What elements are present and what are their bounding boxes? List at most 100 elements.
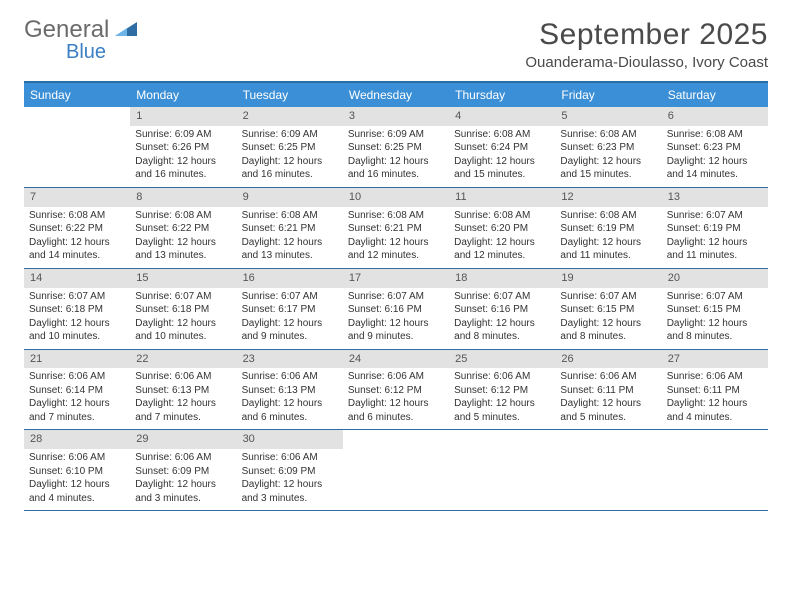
cell-body: Sunrise: 6:06 AMSunset: 6:11 PMDaylight:… — [662, 368, 768, 429]
calendar-cell: 9Sunrise: 6:08 AMSunset: 6:21 PMDaylight… — [237, 188, 343, 268]
sunset-line: Sunset: 6:11 PM — [560, 384, 656, 398]
sunrise-line: Sunrise: 6:06 AM — [242, 451, 338, 465]
day-number: 3 — [343, 107, 449, 126]
location-label: Ouanderama-Dioulasso, Ivory Coast — [525, 54, 768, 71]
cell-body: Sunrise: 6:06 AMSunset: 6:13 PMDaylight:… — [130, 368, 236, 429]
cell-body: Sunrise: 6:08 AMSunset: 6:22 PMDaylight:… — [130, 207, 236, 268]
daylight-line: Daylight: 12 hours and 6 minutes. — [242, 397, 338, 424]
day-number — [343, 430, 449, 434]
sunset-line: Sunset: 6:11 PM — [667, 384, 763, 398]
daylight-line: Daylight: 12 hours and 11 minutes. — [560, 236, 656, 263]
daylight-line: Daylight: 12 hours and 13 minutes. — [242, 236, 338, 263]
calendar-cell: 19Sunrise: 6:07 AMSunset: 6:15 PMDayligh… — [555, 269, 661, 349]
sunset-line: Sunset: 6:13 PM — [242, 384, 338, 398]
daylight-line: Daylight: 12 hours and 7 minutes. — [29, 397, 125, 424]
cell-body: Sunrise: 6:08 AMSunset: 6:21 PMDaylight:… — [343, 207, 449, 268]
daylight-line: Daylight: 12 hours and 3 minutes. — [242, 478, 338, 505]
sunrise-line: Sunrise: 6:06 AM — [135, 451, 231, 465]
sunrise-line: Sunrise: 6:08 AM — [135, 209, 231, 223]
day-number — [449, 430, 555, 434]
cell-body: Sunrise: 6:09 AMSunset: 6:25 PMDaylight:… — [343, 126, 449, 187]
sunrise-line: Sunrise: 6:08 AM — [348, 209, 444, 223]
day-header-cell: Thursday — [449, 83, 555, 107]
day-header-cell: Saturday — [662, 83, 768, 107]
cell-body: Sunrise: 6:08 AMSunset: 6:20 PMDaylight:… — [449, 207, 555, 268]
sunrise-line: Sunrise: 6:09 AM — [135, 128, 231, 142]
sunset-line: Sunset: 6:15 PM — [667, 303, 763, 317]
daylight-line: Daylight: 12 hours and 4 minutes. — [667, 397, 763, 424]
sunrise-line: Sunrise: 6:08 AM — [560, 209, 656, 223]
sunset-line: Sunset: 6:23 PM — [667, 141, 763, 155]
sunset-line: Sunset: 6:15 PM — [560, 303, 656, 317]
sunset-line: Sunset: 6:23 PM — [560, 141, 656, 155]
calendar-cell: 25Sunrise: 6:06 AMSunset: 6:12 PMDayligh… — [449, 350, 555, 430]
sunrise-line: Sunrise: 6:07 AM — [667, 290, 763, 304]
calendar-cell: 18Sunrise: 6:07 AMSunset: 6:16 PMDayligh… — [449, 269, 555, 349]
day-number: 20 — [662, 269, 768, 288]
calendar-cell — [24, 107, 130, 187]
sunrise-line: Sunrise: 6:08 AM — [242, 209, 338, 223]
cell-body: Sunrise: 6:07 AMSunset: 6:18 PMDaylight:… — [130, 288, 236, 349]
day-number: 27 — [662, 350, 768, 369]
calendar-cell: 12Sunrise: 6:08 AMSunset: 6:19 PMDayligh… — [555, 188, 661, 268]
calendar-cell — [449, 430, 555, 510]
sunset-line: Sunset: 6:16 PM — [454, 303, 550, 317]
daylight-line: Daylight: 12 hours and 5 minutes. — [454, 397, 550, 424]
day-number: 29 — [130, 430, 236, 449]
day-number: 22 — [130, 350, 236, 369]
daylight-line: Daylight: 12 hours and 14 minutes. — [29, 236, 125, 263]
calendar-cell: 5Sunrise: 6:08 AMSunset: 6:23 PMDaylight… — [555, 107, 661, 187]
weeks-container: 1Sunrise: 6:09 AMSunset: 6:26 PMDaylight… — [24, 107, 768, 511]
cell-body: Sunrise: 6:08 AMSunset: 6:23 PMDaylight:… — [662, 126, 768, 187]
sunset-line: Sunset: 6:13 PM — [135, 384, 231, 398]
day-number: 6 — [662, 107, 768, 126]
cell-body: Sunrise: 6:06 AMSunset: 6:09 PMDaylight:… — [130, 449, 236, 510]
sunrise-line: Sunrise: 6:08 AM — [454, 209, 550, 223]
daylight-line: Daylight: 12 hours and 14 minutes. — [667, 155, 763, 182]
sunset-line: Sunset: 6:19 PM — [667, 222, 763, 236]
calendar-cell: 30Sunrise: 6:06 AMSunset: 6:09 PMDayligh… — [237, 430, 343, 510]
day-header-cell: Sunday — [24, 83, 130, 107]
sunrise-line: Sunrise: 6:08 AM — [29, 209, 125, 223]
cell-body: Sunrise: 6:07 AMSunset: 6:15 PMDaylight:… — [662, 288, 768, 349]
month-title: September 2025 — [525, 18, 768, 52]
sunrise-line: Sunrise: 6:07 AM — [667, 209, 763, 223]
logo-word2: Blue — [66, 42, 109, 62]
day-number: 10 — [343, 188, 449, 207]
sunset-line: Sunset: 6:21 PM — [242, 222, 338, 236]
sunrise-line: Sunrise: 6:06 AM — [135, 370, 231, 384]
day-number: 16 — [237, 269, 343, 288]
sunset-line: Sunset: 6:18 PM — [29, 303, 125, 317]
daylight-line: Daylight: 12 hours and 3 minutes. — [135, 478, 231, 505]
day-number: 4 — [449, 107, 555, 126]
day-number: 5 — [555, 107, 661, 126]
sunset-line: Sunset: 6:22 PM — [135, 222, 231, 236]
calendar-cell: 2Sunrise: 6:09 AMSunset: 6:25 PMDaylight… — [237, 107, 343, 187]
sunrise-line: Sunrise: 6:06 AM — [242, 370, 338, 384]
daylight-line: Daylight: 12 hours and 12 minutes. — [454, 236, 550, 263]
cell-body: Sunrise: 6:07 AMSunset: 6:18 PMDaylight:… — [24, 288, 130, 349]
cell-body: Sunrise: 6:07 AMSunset: 6:15 PMDaylight:… — [555, 288, 661, 349]
day-header-cell: Friday — [555, 83, 661, 107]
week-row: 28Sunrise: 6:06 AMSunset: 6:10 PMDayligh… — [24, 430, 768, 511]
calendar-cell: 23Sunrise: 6:06 AMSunset: 6:13 PMDayligh… — [237, 350, 343, 430]
day-number: 28 — [24, 430, 130, 449]
daylight-line: Daylight: 12 hours and 8 minutes. — [560, 317, 656, 344]
sunset-line: Sunset: 6:26 PM — [135, 141, 231, 155]
day-number: 11 — [449, 188, 555, 207]
sunrise-line: Sunrise: 6:06 AM — [29, 370, 125, 384]
day-number: 25 — [449, 350, 555, 369]
daylight-line: Daylight: 12 hours and 9 minutes. — [242, 317, 338, 344]
calendar-cell: 10Sunrise: 6:08 AMSunset: 6:21 PMDayligh… — [343, 188, 449, 268]
daylight-line: Daylight: 12 hours and 9 minutes. — [348, 317, 444, 344]
sunrise-line: Sunrise: 6:07 AM — [29, 290, 125, 304]
daylight-line: Daylight: 12 hours and 16 minutes. — [242, 155, 338, 182]
sunrise-line: Sunrise: 6:06 AM — [560, 370, 656, 384]
calendar-cell: 1Sunrise: 6:09 AMSunset: 6:26 PMDaylight… — [130, 107, 236, 187]
daylight-line: Daylight: 12 hours and 15 minutes. — [454, 155, 550, 182]
daylight-line: Daylight: 12 hours and 12 minutes. — [348, 236, 444, 263]
day-number — [555, 430, 661, 434]
sunset-line: Sunset: 6:21 PM — [348, 222, 444, 236]
calendar-cell — [662, 430, 768, 510]
cell-body: Sunrise: 6:08 AMSunset: 6:22 PMDaylight:… — [24, 207, 130, 268]
